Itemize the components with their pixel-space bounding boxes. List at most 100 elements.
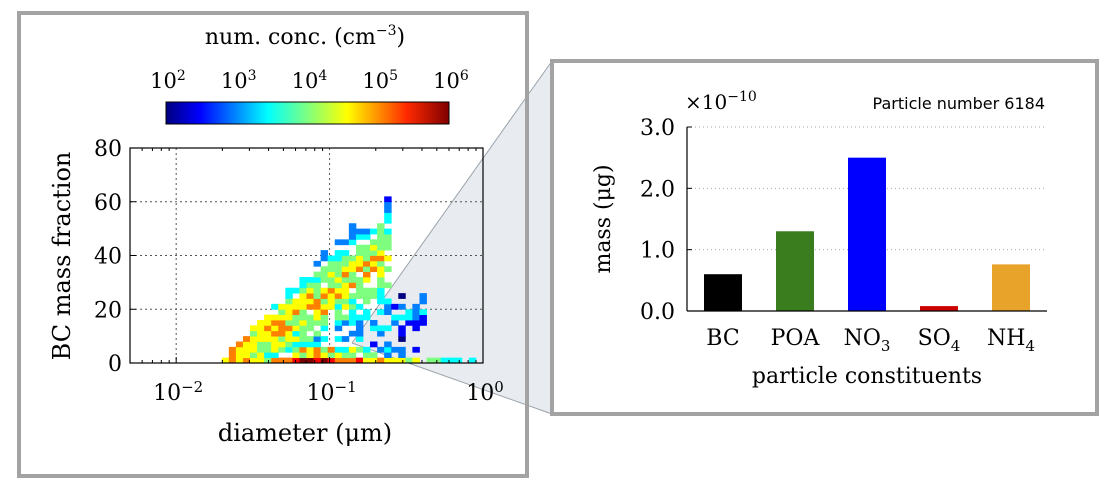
heatmap-cell bbox=[355, 346, 364, 353]
heatmap-cell bbox=[405, 309, 413, 316]
heatmap-cell bbox=[327, 266, 336, 273]
heatmap-cell bbox=[398, 325, 406, 332]
heatmap-cell bbox=[306, 352, 314, 359]
heatmap-cell bbox=[341, 352, 350, 359]
heatmap-cell bbox=[313, 336, 322, 342]
heatmap-cell bbox=[327, 282, 336, 289]
heatmap-cell bbox=[384, 282, 392, 289]
heatmap-cell bbox=[313, 277, 322, 283]
heatmap-cell bbox=[412, 346, 420, 353]
heatmap-cell bbox=[264, 346, 272, 353]
heatmap-cell bbox=[355, 293, 364, 299]
heatmap-cell bbox=[327, 287, 336, 294]
heatmap-cell bbox=[362, 255, 371, 262]
heatmap-ylabel: BC mass fraction bbox=[48, 152, 76, 361]
heatmap-cell bbox=[384, 357, 392, 363]
heatmap-cell bbox=[285, 287, 293, 294]
heatmap-cell bbox=[257, 357, 265, 363]
heatmap-cell bbox=[271, 352, 279, 359]
heatmap-cell bbox=[370, 352, 378, 359]
heatmap-cell bbox=[334, 298, 343, 305]
heatmap-cell bbox=[292, 341, 300, 348]
heatmap-cell bbox=[341, 271, 350, 278]
heatmap-cell bbox=[257, 330, 265, 337]
heatmap-cell bbox=[355, 320, 364, 326]
heatmap-cell bbox=[419, 309, 427, 316]
heatmap-cell bbox=[391, 346, 399, 353]
bar-chart: Particle number 6184 ×10−10 BC POA NO3 SO4 N… bbox=[591, 89, 1047, 389]
heatmap-cell bbox=[320, 346, 329, 353]
heatmap-cell bbox=[370, 228, 378, 235]
heatmap-cell bbox=[334, 314, 343, 321]
bar-chart-multiplier: ×10−10 bbox=[685, 89, 757, 114]
heatmap-cell bbox=[271, 314, 279, 321]
heatmap-cell bbox=[391, 320, 399, 326]
heatmap-cell bbox=[242, 336, 251, 342]
heatmap-cell bbox=[362, 244, 371, 251]
heatmap-cell bbox=[377, 239, 385, 246]
heatmap-cell bbox=[377, 309, 385, 316]
heatmap-cell bbox=[384, 346, 392, 353]
heatmap-cell bbox=[405, 314, 413, 321]
heatmap-cell bbox=[341, 266, 350, 273]
heatmap-cell bbox=[250, 346, 258, 353]
heatmap-cell bbox=[299, 352, 307, 359]
colorbar-tick-label: 103 bbox=[221, 68, 257, 93]
heatmap-cell bbox=[370, 260, 378, 267]
heatmap-cell bbox=[278, 309, 286, 316]
heatmap-cell bbox=[370, 239, 378, 246]
heatmap-cell bbox=[320, 277, 329, 283]
heatmap-cell bbox=[299, 336, 307, 342]
heatmap-cell bbox=[299, 298, 307, 305]
heatmap-cell bbox=[285, 320, 293, 326]
heatmap-cell bbox=[257, 320, 265, 326]
heatmap-cell bbox=[377, 277, 385, 283]
heatmap-cell bbox=[327, 277, 336, 283]
heatmap-cell bbox=[370, 287, 378, 294]
heatmap-cell bbox=[327, 357, 336, 363]
heatmap-cell bbox=[440, 357, 449, 363]
heatmap-cell bbox=[377, 346, 385, 353]
heatmap-cell bbox=[348, 255, 357, 262]
heatmap-cell bbox=[419, 293, 427, 299]
heatmap-cell bbox=[250, 341, 258, 348]
heatmap-cell bbox=[341, 293, 350, 299]
heatmap-cell bbox=[299, 303, 307, 310]
heatmap-cell bbox=[292, 320, 300, 326]
heatmap-cell bbox=[285, 330, 293, 337]
colorbar-tick-label: 105 bbox=[362, 68, 398, 93]
heatmap-cell bbox=[313, 282, 322, 289]
heatmap-cell bbox=[348, 223, 357, 230]
bar-y-tick-label: 3.0 bbox=[640, 116, 675, 141]
heatmap-cell bbox=[419, 298, 427, 305]
heatmap-cell bbox=[313, 287, 322, 294]
heatmap-cell bbox=[285, 309, 293, 316]
heatmap-cell bbox=[271, 336, 279, 342]
heatmap-cell bbox=[235, 352, 244, 359]
heatmap-cell bbox=[242, 341, 251, 348]
heatmap-cell bbox=[362, 271, 371, 278]
heatmap-cell bbox=[313, 298, 322, 305]
heatmap-cell bbox=[384, 234, 392, 240]
heatmap-cell bbox=[334, 255, 343, 262]
heatmap-cell bbox=[370, 250, 378, 256]
heatmap-cell bbox=[292, 346, 300, 353]
heatmap-cell bbox=[271, 303, 279, 310]
heatmap-xlabel: diameter (μm) bbox=[218, 419, 392, 447]
colorbar-tick-label: 106 bbox=[433, 68, 469, 93]
heatmap-cell bbox=[348, 239, 357, 246]
heatmap-cell bbox=[334, 325, 343, 332]
left-panel-frame bbox=[17, 11, 529, 478]
heatmap-cell bbox=[355, 244, 364, 251]
heatmap-cell bbox=[384, 217, 392, 224]
heatmap-cell bbox=[278, 314, 286, 321]
heatmap-cell bbox=[348, 260, 357, 267]
heatmap-cell bbox=[447, 357, 456, 363]
heatmap-cell bbox=[426, 357, 434, 363]
heatmap-cell bbox=[320, 303, 329, 310]
heatmap-cell bbox=[384, 303, 392, 310]
heatmap-cell bbox=[235, 341, 244, 348]
heatmap-cell bbox=[355, 234, 364, 240]
heatmap-cell bbox=[313, 357, 322, 363]
